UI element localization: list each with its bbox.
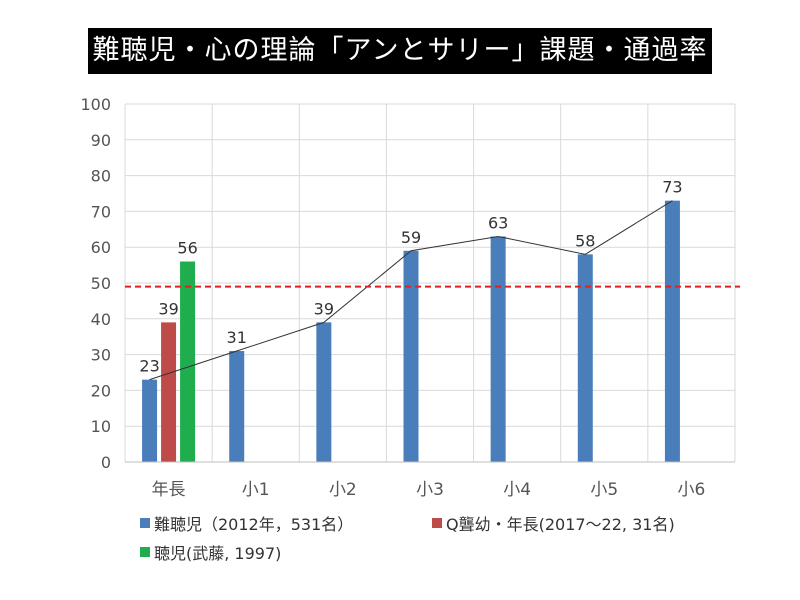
bar-2 — [180, 261, 196, 462]
x-tick-label: 小1 — [242, 480, 270, 500]
x-tick-label: 年長 — [152, 480, 186, 500]
x-tick-label: 小4 — [503, 480, 531, 500]
y-tick-label: 30 — [91, 346, 111, 365]
x-tick-label: 小5 — [590, 480, 618, 500]
y-tick-label: 40 — [91, 310, 111, 329]
legend-label: Q聾幼・年長(2017〜22, 31名) — [446, 515, 675, 534]
legend-swatch — [432, 518, 442, 528]
x-tick-label: 小2 — [329, 480, 357, 500]
bar-0 — [316, 322, 332, 462]
legend-item-2: 聴児(武藤, 1997) — [140, 540, 281, 564]
data-label: 59 — [401, 228, 421, 247]
legend-swatch — [140, 518, 150, 528]
bar-0 — [142, 379, 158, 462]
bar-0 — [403, 250, 419, 462]
y-tick-label: 90 — [91, 131, 111, 150]
data-label: 23 — [139, 357, 159, 376]
legend-item-1: Q聾幼・年長(2017〜22, 31名) — [432, 511, 675, 535]
bar-0 — [229, 351, 245, 462]
data-label: 73 — [662, 178, 682, 197]
y-tick-label: 100 — [80, 95, 111, 114]
chart-title: 難聴児・心の理論「アンとサリー」課題・通過率 — [88, 28, 712, 74]
legend-label: 難聴児（2012年，531名） — [154, 515, 354, 534]
data-label: 63 — [488, 213, 508, 232]
data-label: 56 — [177, 239, 197, 258]
data-label: 58 — [575, 231, 595, 250]
y-tick-label: 80 — [91, 167, 111, 186]
y-tick-label: 0 — [101, 453, 111, 472]
y-tick-label: 50 — [91, 274, 111, 293]
bar-1 — [161, 322, 177, 462]
x-tick-label: 小6 — [678, 480, 706, 500]
legend-label: 聴児(武藤, 1997) — [154, 544, 282, 563]
data-label: 39 — [158, 299, 178, 318]
x-tick-label: 小3 — [416, 480, 444, 500]
y-tick-label: 20 — [91, 381, 111, 400]
legend-item-0: 難聴児（2012年，531名） — [140, 511, 353, 535]
legend-swatch — [140, 547, 150, 557]
y-tick-label: 70 — [91, 202, 111, 221]
trend-line — [149, 200, 673, 381]
bar-0 — [577, 254, 593, 462]
y-tick-label: 10 — [91, 417, 111, 436]
y-tick-label: 60 — [91, 238, 111, 257]
bar-0 — [664, 200, 680, 462]
data-label: 39 — [314, 299, 334, 318]
bar-0 — [490, 236, 506, 462]
data-label: 31 — [227, 328, 247, 347]
